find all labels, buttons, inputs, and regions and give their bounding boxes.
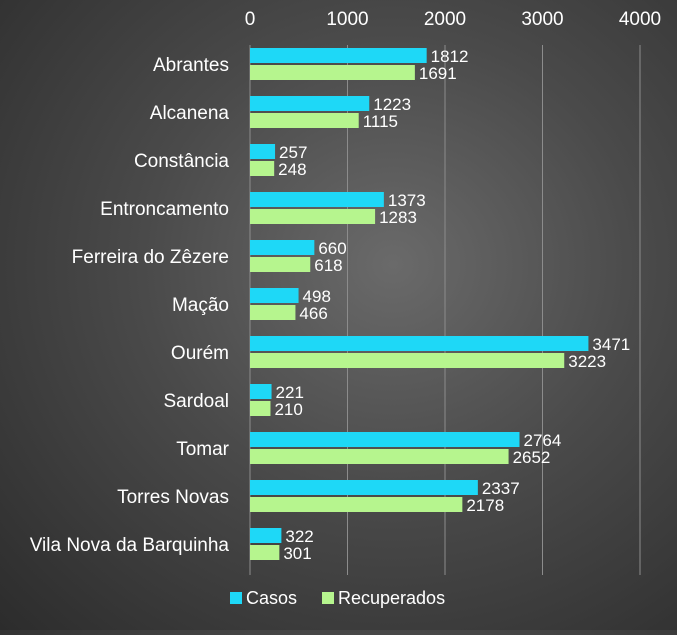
data-label-recuperados-entroncamento: 1283 xyxy=(379,208,417,227)
bar-casos-constancia xyxy=(250,144,276,159)
bar-recuperados-tomar xyxy=(250,449,509,464)
bar-recuperados-abrantes xyxy=(250,65,415,80)
category-label-tomar: Tomar xyxy=(176,439,229,460)
data-label-casos-ferreira-do-zezere: 660 xyxy=(318,239,346,258)
bar-recuperados-ourem xyxy=(250,353,565,368)
bar-recuperados-constancia xyxy=(250,161,275,176)
legend: Casos Recuperados xyxy=(230,588,445,608)
data-label-casos-entroncamento: 1373 xyxy=(388,191,426,210)
data-label-recuperados-vila-nova-da-barquinha: 301 xyxy=(283,544,311,563)
data-label-recuperados-ferreira-do-zezere: 618 xyxy=(314,256,342,275)
category-label-entroncamento: Entroncamento xyxy=(100,199,229,220)
data-label-casos-sardoal: 221 xyxy=(276,383,304,402)
bar-casos-alcanena xyxy=(250,96,370,111)
legend-label-casos: Casos xyxy=(246,588,297,608)
data-label-casos-tomar: 2764 xyxy=(523,431,561,450)
bar-casos-ourem xyxy=(250,336,589,351)
bar-recuperados-ferreira-do-zezere xyxy=(250,257,311,272)
category-label-sardoal: Sardoal xyxy=(164,391,230,412)
data-label-casos-constancia: 257 xyxy=(279,143,307,162)
x-tick-label-4000: 4000 xyxy=(619,9,661,30)
bar-casos-entroncamento xyxy=(250,192,384,207)
legend-swatch-casos xyxy=(230,592,242,604)
x-tick-label-3000: 3000 xyxy=(521,9,563,30)
data-label-casos-torres-novas: 2337 xyxy=(482,479,520,498)
data-label-recuperados-tomar: 2652 xyxy=(513,448,551,467)
category-label-ourem: Ourém xyxy=(171,343,229,364)
x-tick-label-0: 0 xyxy=(245,9,256,30)
category-label-abrantes: Abrantes xyxy=(153,55,229,76)
bar-recuperados-entroncamento xyxy=(250,209,376,224)
x-tick-label-2000: 2000 xyxy=(424,9,466,30)
bar-casos-vila-nova-da-barquinha xyxy=(250,528,282,543)
data-label-casos-ourem: 3471 xyxy=(592,335,630,354)
data-label-casos-alcanena: 1223 xyxy=(373,95,411,114)
bar-casos-torres-novas xyxy=(250,480,478,495)
bar-casos-ferreira-do-zezere xyxy=(250,240,315,255)
data-label-recuperados-sardoal: 210 xyxy=(274,400,302,419)
data-label-recuperados-ourem: 3223 xyxy=(568,352,606,371)
bar-recuperados-torres-novas xyxy=(250,497,463,512)
legend-label-recuperados: Recuperados xyxy=(338,588,445,608)
bar-recuperados-vila-nova-da-barquinha xyxy=(250,545,280,560)
data-label-casos-macao: 498 xyxy=(303,287,331,306)
data-label-recuperados-torres-novas: 2178 xyxy=(466,496,504,515)
bar-recuperados-macao xyxy=(250,305,296,320)
data-label-recuperados-macao: 466 xyxy=(299,304,327,323)
category-label-alcanena: Alcanena xyxy=(150,103,230,124)
x-tick-label-1000: 1000 xyxy=(326,9,368,30)
category-labels: Abrantes Alcanena Constância Entroncamento F… xyxy=(30,55,230,556)
bar-recuperados-sardoal xyxy=(250,401,271,416)
bar-casos-macao xyxy=(250,288,299,303)
bars xyxy=(250,48,589,560)
bar-casos-sardoal xyxy=(250,384,272,399)
category-label-torres-novas: Torres Novas xyxy=(117,487,229,508)
bar-casos-abrantes xyxy=(250,48,427,63)
data-label-casos-abrantes: 1812 xyxy=(431,47,469,66)
data-label-recuperados-alcanena: 1115 xyxy=(363,112,398,131)
category-label-constancia: Constância xyxy=(134,151,229,172)
data-label-recuperados-constancia: 248 xyxy=(278,160,306,179)
bar-recuperados-alcanena xyxy=(250,113,359,128)
category-label-vila-nova-da-barquinha: Vila Nova da Barquinha xyxy=(30,535,230,556)
x-axis-ticks: 0 1000 2000 3000 4000 xyxy=(245,9,661,30)
data-label-casos-vila-nova-da-barquinha: 322 xyxy=(285,527,313,546)
data-label-recuperados-abrantes: 1691 xyxy=(419,64,457,83)
legend-swatch-recuperados xyxy=(322,592,334,604)
bar-casos-tomar xyxy=(250,432,520,447)
category-label-ferreira-do-zezere: Ferreira do Zêzere xyxy=(72,247,229,268)
category-label-macao: Mação xyxy=(172,295,229,316)
